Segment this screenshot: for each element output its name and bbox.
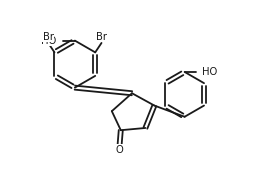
Text: HO: HO	[201, 67, 216, 77]
Text: O: O	[115, 145, 123, 155]
Text: Br: Br	[96, 32, 107, 42]
Text: Br: Br	[42, 32, 54, 42]
Text: HO: HO	[41, 36, 56, 46]
